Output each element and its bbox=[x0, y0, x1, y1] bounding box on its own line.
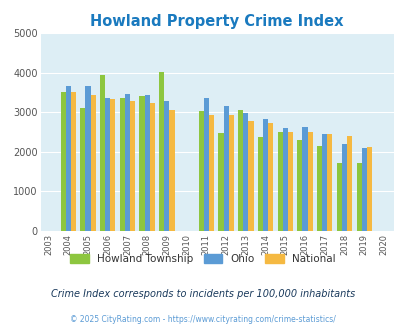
Bar bbox=[100, 75, 105, 231]
Bar bbox=[302, 127, 307, 231]
Bar bbox=[130, 101, 135, 231]
Bar bbox=[356, 163, 361, 231]
Bar bbox=[296, 140, 302, 231]
Bar bbox=[110, 99, 115, 231]
Bar bbox=[336, 163, 341, 231]
Bar bbox=[169, 110, 174, 231]
Bar bbox=[60, 92, 66, 231]
Title: Howland Property Crime Index: Howland Property Crime Index bbox=[90, 14, 343, 29]
Bar bbox=[326, 134, 332, 231]
Legend: Howland Township, Ohio, National: Howland Township, Ohio, National bbox=[66, 250, 339, 267]
Bar bbox=[361, 148, 366, 231]
Bar bbox=[257, 137, 262, 231]
Bar bbox=[262, 119, 267, 231]
Bar bbox=[139, 96, 144, 231]
Bar bbox=[85, 86, 90, 231]
Bar bbox=[228, 115, 233, 231]
Bar bbox=[267, 123, 273, 231]
Bar bbox=[238, 110, 243, 231]
Bar bbox=[80, 108, 85, 231]
Bar bbox=[248, 121, 253, 231]
Bar bbox=[307, 132, 312, 231]
Bar bbox=[66, 86, 70, 231]
Bar bbox=[346, 136, 351, 231]
Bar bbox=[125, 94, 130, 231]
Bar bbox=[90, 95, 96, 231]
Bar bbox=[144, 95, 149, 231]
Bar bbox=[164, 101, 169, 231]
Bar bbox=[218, 133, 223, 231]
Bar bbox=[159, 72, 164, 231]
Bar bbox=[322, 134, 326, 231]
Bar bbox=[316, 146, 322, 231]
Bar bbox=[287, 132, 292, 231]
Bar bbox=[277, 132, 282, 231]
Bar bbox=[243, 113, 248, 231]
Bar bbox=[282, 128, 287, 231]
Bar bbox=[198, 111, 203, 231]
Bar bbox=[149, 104, 154, 231]
Bar bbox=[105, 98, 110, 231]
Bar bbox=[119, 98, 125, 231]
Bar bbox=[209, 115, 213, 231]
Text: Crime Index corresponds to incidents per 100,000 inhabitants: Crime Index corresponds to incidents per… bbox=[51, 289, 354, 299]
Text: © 2025 CityRating.com - https://www.cityrating.com/crime-statistics/: © 2025 CityRating.com - https://www.city… bbox=[70, 315, 335, 324]
Bar bbox=[203, 98, 209, 231]
Bar bbox=[223, 106, 228, 231]
Bar bbox=[341, 144, 346, 231]
Bar bbox=[366, 147, 371, 231]
Bar bbox=[70, 92, 76, 231]
